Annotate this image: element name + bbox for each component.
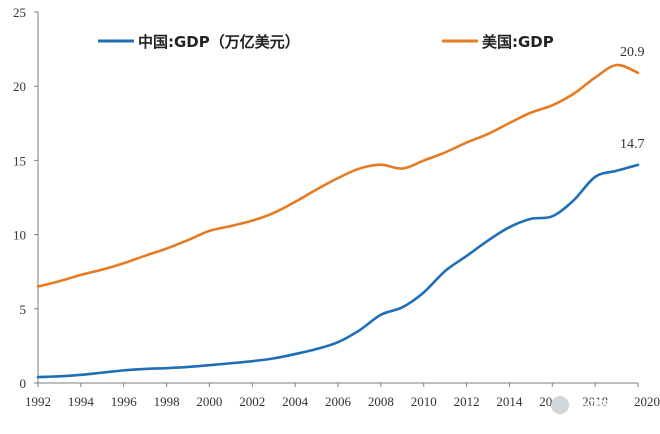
series-layer: [36, 63, 640, 379]
watermark-logo-icon: [551, 396, 569, 414]
watermark-text: 泽平宏观: [574, 398, 630, 415]
legend-label: 美国:GDP: [482, 33, 554, 51]
x-tick-label: 2014: [496, 394, 523, 409]
x-tick-label: 2018: [582, 394, 608, 409]
x-tick-label: 2020: [634, 394, 660, 409]
x-axis-ticks: 1992 1994 1996 1998 2000 2002 2004 2006 2008 2010…: [25, 383, 660, 409]
y-tick-label: 25: [13, 5, 26, 20]
watermark: 泽平宏观: [551, 396, 630, 415]
data-label: 20.9: [620, 45, 645, 60]
y-tick-label: 5: [20, 302, 27, 317]
x-tick-label: 1998: [154, 394, 180, 409]
y-tick-label: 10: [13, 228, 26, 243]
x-tick-label: 1992: [25, 394, 51, 409]
x-tick-label: 2010: [411, 394, 437, 409]
legend-label: 中国:GDP（万亿美元）: [138, 33, 300, 51]
x-tick-label: 2002: [239, 394, 265, 409]
legend: 中国:GDP（万亿美元） 美国:GDP: [98, 33, 554, 51]
y-tick-label: 0: [20, 376, 27, 391]
data-label: 14.7: [620, 137, 645, 152]
data-labels: 20.9 14.7: [620, 45, 645, 152]
y-tick-label: 20: [13, 79, 26, 94]
x-tick-label: 1996: [111, 394, 138, 409]
x-tick-label: 2012: [454, 394, 480, 409]
x-tick-label: 1994: [68, 394, 95, 409]
axes: [37, 12, 638, 384]
series-line-china-gdp: [36, 163, 640, 379]
x-tick-label: 2000: [196, 394, 222, 409]
x-tick-label: 2008: [368, 394, 394, 409]
y-axis-ticks: 0 5 10 15 20 25: [13, 5, 38, 391]
y-tick-label: 15: [13, 153, 26, 168]
x-tick-label: 2004: [282, 394, 309, 409]
x-tick-label: 2006: [325, 394, 352, 409]
series-line-us-gdp: [36, 63, 640, 288]
